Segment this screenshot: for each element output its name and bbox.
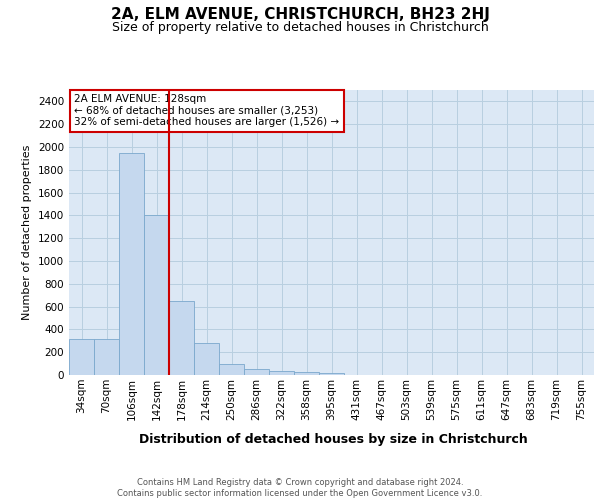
Text: 2A ELM AVENUE: 128sqm
← 68% of detached houses are smaller (3,253)
32% of semi-d: 2A ELM AVENUE: 128sqm ← 68% of detached …	[74, 94, 340, 128]
Bar	[294, 372, 319, 375]
Bar	[269, 371, 294, 375]
Bar	[119, 152, 144, 375]
Bar	[144, 216, 169, 375]
Bar	[194, 343, 219, 375]
Bar	[219, 364, 244, 375]
Bar	[169, 301, 194, 375]
Bar	[69, 338, 94, 375]
Bar	[94, 338, 119, 375]
Text: Size of property relative to detached houses in Christchurch: Size of property relative to detached ho…	[112, 22, 488, 35]
Y-axis label: Number of detached properties: Number of detached properties	[22, 145, 32, 320]
Text: Contains HM Land Registry data © Crown copyright and database right 2024.
Contai: Contains HM Land Registry data © Crown c…	[118, 478, 482, 498]
Text: 2A, ELM AVENUE, CHRISTCHURCH, BH23 2HJ: 2A, ELM AVENUE, CHRISTCHURCH, BH23 2HJ	[110, 8, 490, 22]
Bar	[244, 370, 269, 375]
Text: Distribution of detached houses by size in Christchurch: Distribution of detached houses by size …	[139, 432, 527, 446]
Bar	[319, 372, 344, 375]
